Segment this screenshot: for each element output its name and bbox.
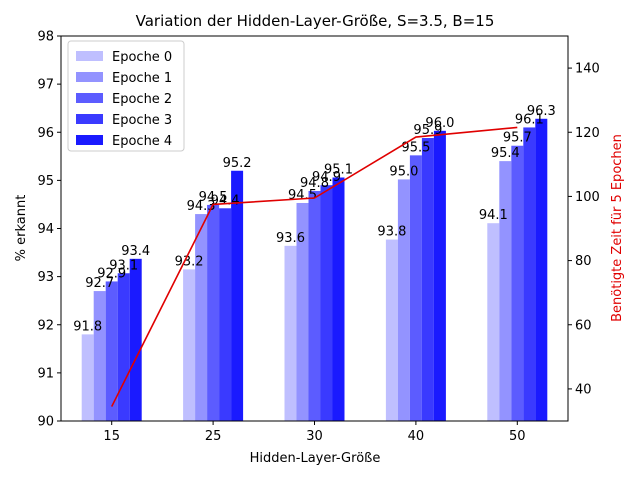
- bar: [332, 177, 345, 421]
- data-label: 93.1: [109, 258, 138, 273]
- data-label: 93.6: [276, 231, 305, 246]
- data-label: 94.1: [479, 208, 508, 223]
- y-tick-label: 96: [37, 126, 54, 141]
- chart-title: Variation der Hidden-Layer-Größe, S=3.5,…: [136, 12, 495, 30]
- bar: [81, 334, 94, 421]
- x-axis-title: Hidden-Layer-Größe: [250, 451, 381, 466]
- plot-area: 91.8 93.2 93.6 93.8 94.1 92.7 94.394.5 95.0 95.4…: [37, 30, 599, 445]
- y2-tick-label: 40: [575, 382, 592, 397]
- y-tick-label: 97: [37, 78, 54, 93]
- legend-swatch: [76, 135, 103, 145]
- y-tick-label: 91: [37, 366, 54, 381]
- bar: [207, 204, 220, 421]
- y-axis-title: % erkannt: [14, 195, 29, 262]
- data-label: 95.2: [223, 156, 252, 171]
- bar: [183, 269, 196, 421]
- bar: [409, 155, 422, 421]
- data-label: 95.9: [413, 123, 442, 138]
- bar: [219, 208, 232, 421]
- y-tick-label: 94: [37, 222, 54, 237]
- data-label: 94.8: [300, 176, 329, 191]
- y2-tick-label: 60: [575, 318, 592, 333]
- bar: [129, 258, 142, 421]
- y2-tick-label: 100: [575, 190, 600, 205]
- data-label: 93.2: [175, 254, 204, 269]
- y-tick-label: 92: [37, 318, 54, 333]
- legend-label: Epoche 3: [112, 113, 172, 128]
- legend-label: Epoche 1: [112, 71, 172, 86]
- legend-label: Epoche 0: [112, 50, 172, 65]
- bar: [231, 170, 244, 421]
- bar: [385, 239, 398, 421]
- legend-swatch: [76, 72, 103, 82]
- y2-axis-title: Benötigte Zeit für 5 Epochen: [610, 134, 625, 322]
- data-label: 91.8: [73, 319, 102, 334]
- bar: [296, 202, 309, 421]
- x-tick-label: 40: [408, 429, 425, 444]
- bar: [511, 145, 524, 421]
- data-label: 95.0: [389, 164, 418, 179]
- bar: [195, 214, 208, 421]
- data-label: 94.3: [187, 199, 216, 214]
- legend-swatch: [76, 51, 103, 61]
- legend-swatch: [76, 93, 103, 103]
- bar: [499, 161, 512, 421]
- data-label: 96.3: [527, 104, 556, 119]
- bar: [523, 127, 536, 421]
- data-label: 96.0: [425, 116, 454, 131]
- y-tick-label: 95: [37, 174, 54, 189]
- y-tick-label: 90: [37, 415, 54, 430]
- y2-tick-label: 120: [575, 126, 600, 141]
- data-label: 95.7: [503, 131, 532, 146]
- data-label: 94.5: [199, 190, 228, 205]
- data-label: 95.1: [324, 162, 353, 177]
- legend-swatch: [76, 114, 103, 124]
- legend-label: Epoche 2: [112, 92, 172, 107]
- time-line: [110, 126, 518, 407]
- bar: [421, 138, 434, 421]
- bar: [433, 130, 446, 421]
- y-tick-label: 98: [37, 30, 54, 45]
- bar: [320, 185, 333, 421]
- y2-tick-label: 80: [575, 254, 592, 269]
- x-tick-label: 15: [103, 429, 120, 444]
- legend-label: Epoche 4: [112, 134, 172, 149]
- bar: [93, 291, 106, 421]
- bar: [284, 245, 297, 421]
- y-tick-label: 93: [37, 270, 54, 285]
- bar: [535, 118, 548, 422]
- bar: [397, 179, 410, 421]
- bar: [117, 273, 130, 421]
- bar: [308, 190, 321, 421]
- data-label: 93.8: [377, 225, 406, 240]
- data-label: 92.7: [85, 276, 114, 291]
- data-label: 92.9: [97, 266, 126, 281]
- data-label: 94.9: [312, 170, 341, 185]
- data-label: 95.4: [491, 146, 520, 161]
- data-label: 94.4: [211, 193, 240, 208]
- x-tick-label: 30: [306, 429, 323, 444]
- x-tick-label: 25: [205, 429, 222, 444]
- y2-tick-label: 140: [575, 62, 600, 77]
- data-label: 93.4: [121, 244, 150, 259]
- bar: [105, 281, 118, 421]
- data-label: 95.5: [401, 140, 430, 155]
- data-label: 96.1: [515, 112, 544, 127]
- x-tick-label: 50: [509, 429, 526, 444]
- bar: [487, 223, 500, 421]
